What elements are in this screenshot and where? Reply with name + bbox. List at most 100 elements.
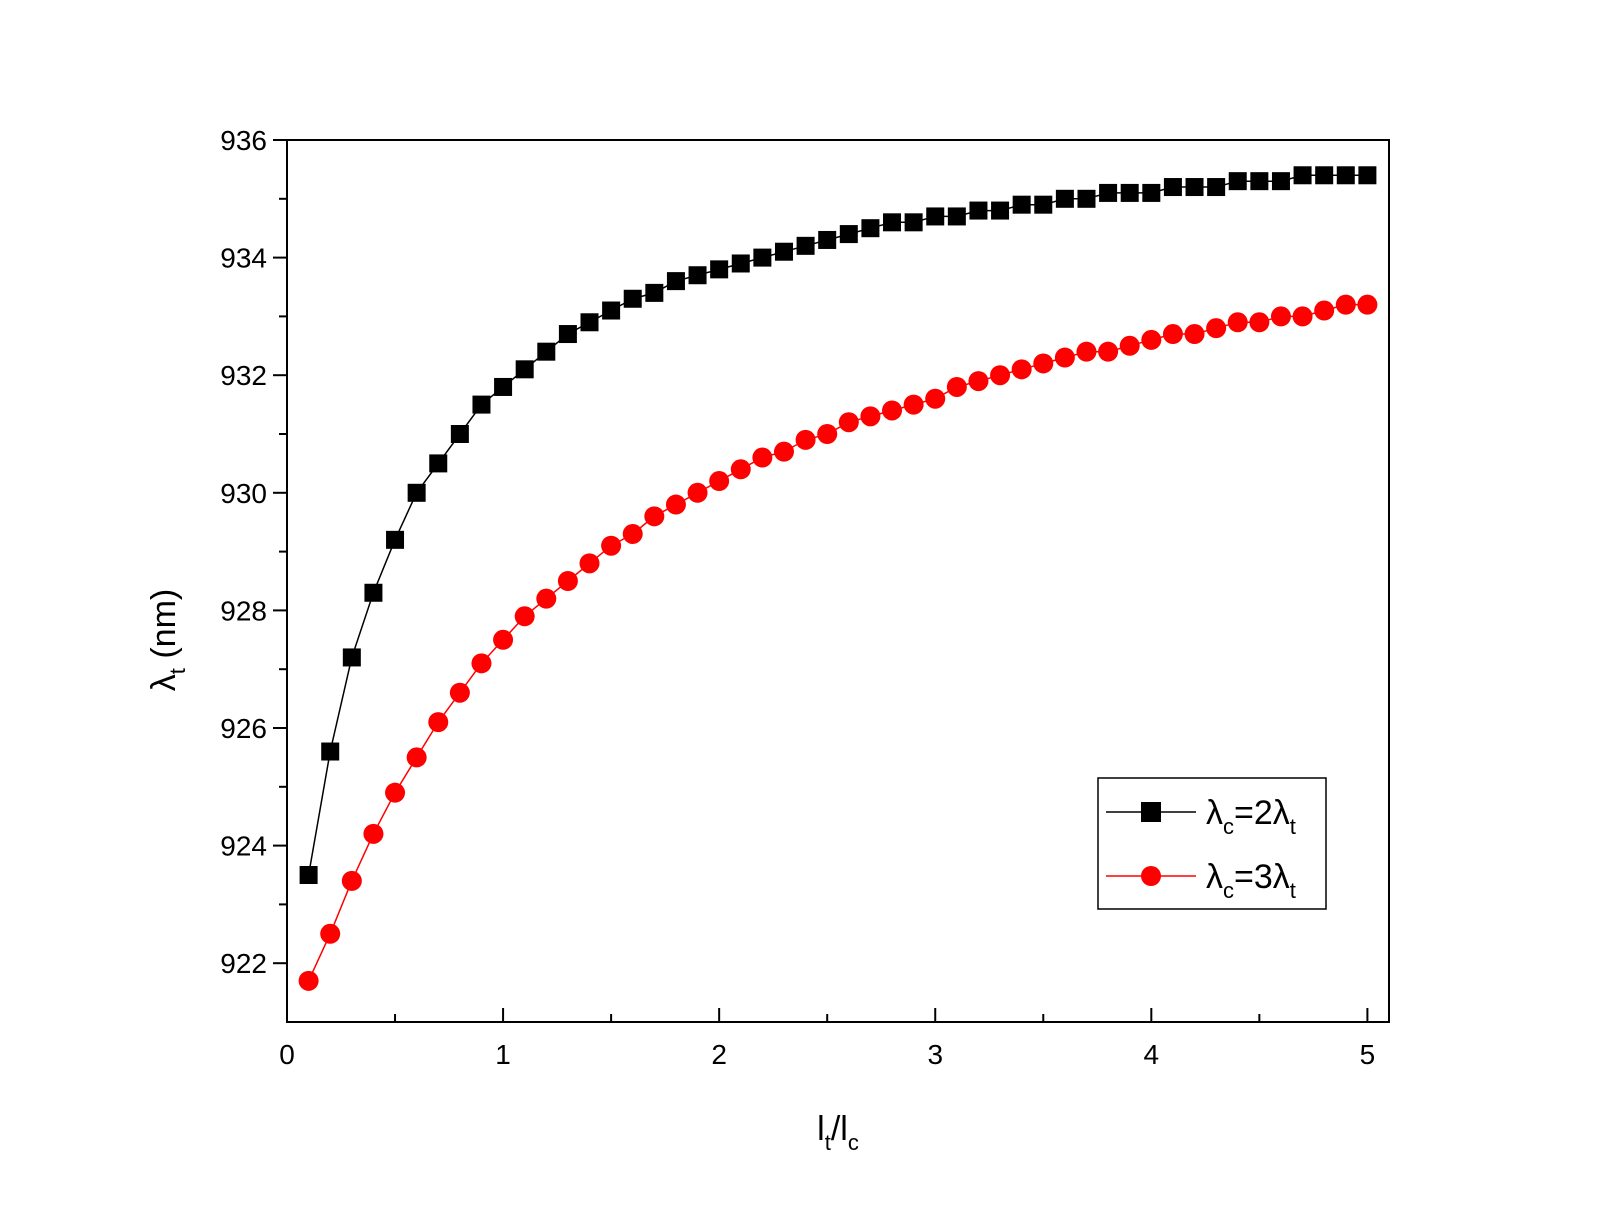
legend-2-a: λ [1206, 858, 1223, 896]
data-point-series-1 [580, 313, 599, 332]
data-point-series-1 [602, 301, 621, 320]
data-point-series-2 [1227, 312, 1248, 333]
legend-1-mid: =2λ [1234, 794, 1290, 832]
y-tick-label: 926 [220, 713, 267, 744]
data-point-series-1 [1228, 172, 1247, 191]
data-point-series-1 [1315, 166, 1334, 185]
data-point-series-1 [731, 254, 750, 273]
data-point-series-2 [449, 682, 470, 703]
x-tick-label: 0 [279, 1039, 295, 1070]
legend-entry-series-2: λc=3λt [1106, 858, 1296, 903]
data-point-series-2 [1141, 329, 1162, 350]
data-point-series-2 [320, 923, 341, 944]
data-point-series-1 [1163, 178, 1182, 197]
data-point-series-2 [838, 412, 859, 433]
legend-frame [1097, 777, 1327, 910]
data-point-series-2 [1249, 312, 1270, 333]
x-tick-label: 3 [927, 1039, 943, 1070]
data-point-series-1 [1207, 178, 1226, 197]
data-point-series-1 [645, 283, 664, 302]
data-point-series-1 [1099, 183, 1118, 202]
data-point-series-1 [472, 395, 491, 414]
data-point-series-1 [299, 866, 318, 884]
legend-1-sub-a: c [1223, 814, 1234, 839]
legend-1-a: λ [1206, 794, 1223, 832]
data-point-series-1 [969, 201, 988, 220]
legend-entry-series-1: λc=2λt [1106, 794, 1296, 839]
data-point-series-2 [1357, 294, 1378, 315]
legend-label-series-2: λc=3λt [1206, 858, 1296, 903]
data-point-series-2 [622, 523, 643, 544]
legend-2-sub-a: c [1223, 878, 1234, 903]
data-point-series-2 [687, 482, 708, 503]
y-tick-label: 934 [220, 243, 267, 274]
data-point-series-1 [883, 213, 902, 232]
data-point-series-1 [321, 742, 340, 761]
data-point-series-2 [990, 365, 1011, 386]
series-layer [298, 166, 1378, 991]
data-point-series-1 [537, 342, 556, 361]
data-point-series-2 [1162, 324, 1183, 345]
data-point-series-1 [450, 425, 469, 443]
data-point-series-2 [709, 471, 730, 492]
legend-marker-series-2 [1141, 866, 1161, 886]
data-point-series-1 [407, 483, 426, 502]
data-point-series-1 [429, 454, 448, 473]
data-point-series-1 [623, 289, 642, 308]
data-point-series-1 [1142, 183, 1161, 202]
data-point-series-2 [860, 406, 881, 427]
data-point-series-2 [493, 629, 514, 650]
data-point-series-2 [1292, 306, 1313, 327]
x-tick-label: 2 [711, 1039, 727, 1070]
data-point-series-2 [795, 429, 816, 450]
x-tick-label: 5 [1360, 1039, 1376, 1070]
x-axis-label-sub1: t [825, 1130, 831, 1155]
data-point-series-2 [773, 441, 794, 462]
ticks-layer: 0 1 2 3 4 5 922 924 926 928 930 932 934 936 [220, 125, 1375, 1070]
y-axis-label: λt (nm) [145, 589, 190, 691]
data-point-series-2 [363, 823, 384, 844]
data-point-series-2 [514, 606, 535, 627]
y-tick-label: 922 [220, 948, 267, 979]
x-axis-label-main: l [817, 1110, 825, 1148]
data-point-series-1 [364, 583, 383, 602]
data-point-series-2 [1076, 341, 1097, 362]
data-point-series-2 [1314, 300, 1335, 321]
y-axis-label-sub: t [165, 668, 190, 674]
x-tick-label: 1 [495, 1039, 511, 1070]
data-point-series-2 [601, 535, 622, 556]
data-point-series-2 [471, 653, 492, 674]
data-point-series-2 [1098, 341, 1119, 362]
y-tick-label: 930 [220, 478, 267, 509]
series-line-1 [307, 174, 1368, 876]
data-point-series-2 [536, 588, 557, 609]
y-axis-label-unit: (nm) [145, 589, 183, 668]
y-tick-label: 936 [220, 125, 267, 156]
data-point-series-2 [1270, 306, 1291, 327]
data-point-series-1 [1034, 195, 1053, 214]
data-point-series-1 [688, 266, 707, 285]
x-axis-label: lt/lc [817, 1110, 859, 1155]
data-point-series-2 [406, 747, 427, 768]
data-point-series-2 [385, 782, 406, 803]
data-point-series-1 [558, 325, 577, 344]
data-point-series-2 [665, 494, 686, 515]
data-point-series-1 [1012, 195, 1031, 214]
data-point-series-1 [1185, 178, 1204, 197]
data-point-series-1 [991, 201, 1010, 220]
data-point-series-2 [1033, 353, 1054, 374]
data-point-series-2 [1011, 359, 1032, 380]
data-point-series-1 [342, 648, 361, 667]
data-point-series-2 [1119, 335, 1140, 356]
data-point-series-2 [1335, 294, 1356, 315]
data-point-series-2 [644, 506, 665, 527]
data-point-series-2 [903, 394, 924, 415]
data-point-series-1 [904, 213, 923, 232]
legend-label-series-1: λc=2λt [1206, 794, 1296, 839]
data-point-series-1 [1336, 166, 1355, 185]
data-point-series-2 [341, 870, 362, 891]
legend-1-sub-b: t [1290, 814, 1296, 839]
data-point-series-1 [1055, 189, 1074, 208]
data-point-series-1 [386, 530, 405, 549]
data-point-series-2 [817, 424, 838, 444]
